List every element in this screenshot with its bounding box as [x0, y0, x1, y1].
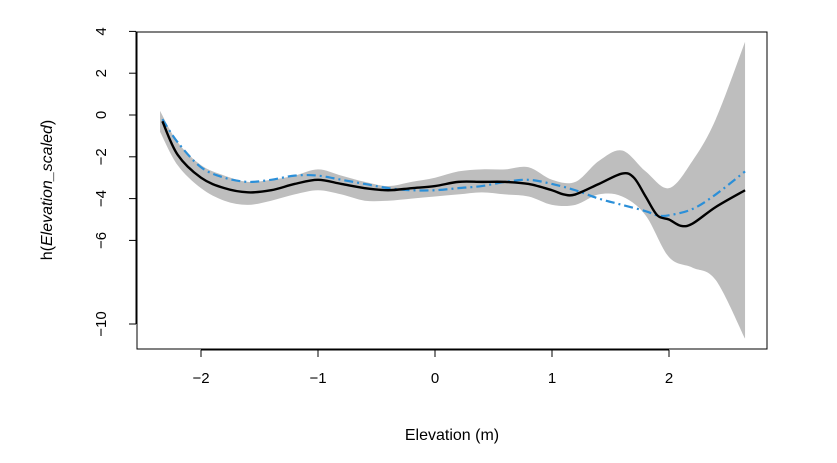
y-tick-label: 0: [93, 111, 110, 119]
confidence-band: [160, 41, 746, 339]
y-tick-label: −2: [93, 148, 110, 165]
y-axis-title: h(Elevation_scaled): [39, 120, 56, 261]
y-tick-label: −10: [93, 311, 110, 336]
x-tick-label: −1: [309, 370, 326, 387]
y-axis-title-prefix: h(: [39, 245, 56, 260]
estimate-line: [161, 120, 746, 228]
x-tick-label: 2: [665, 370, 673, 387]
y-tick-label: −4: [93, 190, 110, 207]
plot-frame: [136, 31, 768, 350]
y-tick-label: −6: [93, 232, 110, 249]
y-tick-label: 2: [93, 69, 110, 77]
y-axis-title-suffix: ): [39, 120, 56, 125]
x-tick-label: −2: [192, 370, 209, 387]
x-tick-label: 1: [548, 370, 556, 387]
y-tick-label: 4: [93, 27, 110, 35]
x-axis-title: Elevation (m): [405, 427, 499, 444]
alternative-estimate-line: [161, 118, 746, 218]
y-axis-title-variable: Elevation_scaled: [39, 124, 56, 246]
x-tick-label: 0: [431, 370, 439, 387]
